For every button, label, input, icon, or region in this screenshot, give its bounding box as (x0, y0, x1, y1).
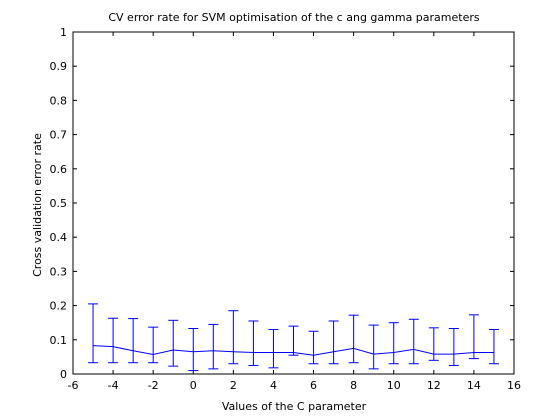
y-tick-label-4: 0.4 (50, 231, 68, 244)
x-tick-label-3: 0 (190, 379, 197, 392)
x-tick-label-1: -4 (108, 379, 119, 392)
x-tick-label-6: 6 (310, 379, 317, 392)
x-tick-label-10: 14 (467, 379, 481, 392)
y-tick-label-0: 0 (60, 368, 67, 381)
y-tick-label-2: 0.2 (50, 300, 68, 313)
y-axis-label: Cross validation error rate (31, 133, 44, 277)
chart-title: CV error rate for SVM optimisation of th… (108, 11, 480, 24)
y-tick-label-3: 0.3 (50, 265, 68, 278)
series-line-0 (93, 345, 494, 356)
y-tick-label-8: 0.8 (50, 94, 68, 107)
x-tick-label-8: 10 (387, 379, 401, 392)
y-tick-label-1: 0.1 (50, 334, 68, 347)
y-tick-label-10: 1 (60, 26, 67, 39)
x-tick-label-7: 8 (350, 379, 357, 392)
x-tick-label-11: 16 (507, 379, 521, 392)
x-tick-label-5: 4 (270, 379, 277, 392)
plot-area: -6 -4 -2 0 2 4 6 8 10 12 14 16 0 0.1 0.2 0.3 0.4 0.5 0.6 0.… (50, 26, 522, 392)
y-tick-label-7: 0.7 (50, 129, 68, 142)
x-tick-label-2: -2 (148, 379, 159, 392)
x-tick-label-9: 12 (427, 379, 441, 392)
x-tick-label-4: 2 (230, 379, 237, 392)
y-tick-label-6: 0.6 (50, 163, 68, 176)
plot-frame (72, 31, 515, 375)
x-axis-label: Values of the C parameter (222, 400, 367, 413)
y-tick-label-5: 0.5 (50, 197, 68, 210)
x-tick-label-0: -6 (68, 379, 79, 392)
y-tick-label-9: 0.9 (50, 60, 68, 73)
